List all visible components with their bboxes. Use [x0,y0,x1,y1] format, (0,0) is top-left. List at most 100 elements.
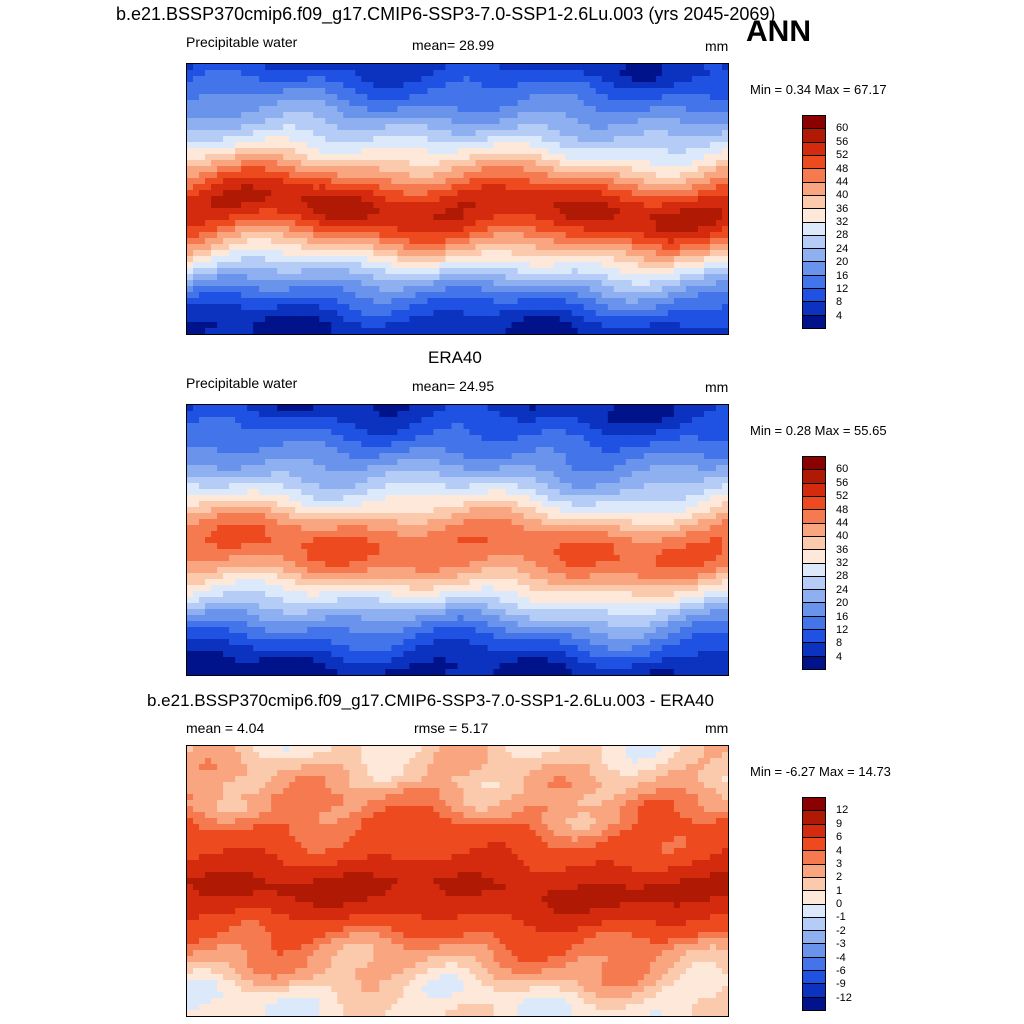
heatmap-cell [409,202,417,209]
heatmap-cell [307,148,314,155]
heatmap-cell [583,304,591,311]
heatmap-cell [355,411,362,418]
heatmap-cell [427,64,435,71]
heatmap-cell [583,256,591,263]
heatmap-cell [475,328,483,334]
heatmap-cell [277,130,284,137]
colorbar-tick-label: 20 [836,256,849,269]
heatmap-cell [673,136,681,143]
heatmap-cell [223,196,230,203]
heatmap-cell [319,166,326,173]
heatmap-cell [427,298,435,305]
heatmap-cell [319,310,326,317]
heatmap-cell [397,292,404,299]
heatmap-cell [277,196,284,203]
heatmap-cell [421,130,429,137]
heatmap-cell [355,316,362,323]
heatmap-cell [253,286,260,293]
colorbar-tick-label: 36 [836,202,849,215]
heatmap-cell [589,154,597,161]
heatmap-cell [631,262,639,269]
heatmap-cell [397,172,404,179]
heatmap-cell [259,208,266,215]
heatmap-cell [667,130,675,137]
heatmap-cell [517,124,525,131]
heatmap-cell [373,280,380,287]
heatmap-cell [583,244,591,251]
heatmap-cell [577,118,585,125]
heatmap-cell [505,298,513,305]
heatmap-cell [205,298,212,305]
heatmap-cell [319,423,326,430]
heatmap-cell [643,178,651,185]
heatmap-cell [547,322,555,329]
heatmap-cell [565,256,573,263]
heatmap-cell [607,190,615,197]
heatmap-cell [451,88,459,95]
heatmap-cell [607,286,615,293]
heatmap-cell [271,154,278,161]
heatmap-cell [361,447,368,454]
heatmap-cell [367,106,374,113]
heatmap-cell [649,447,657,454]
heatmap-cell [547,328,555,334]
heatmap-cell [619,328,627,334]
heatmap-cell [331,256,338,263]
heatmap-cell [289,196,296,203]
heatmap-cell [415,441,423,448]
heatmap-cell [505,405,513,412]
heatmap-cell [613,112,621,119]
heatmap-cell [673,459,681,466]
heatmap-cell [481,256,489,263]
heatmap-cell [643,76,651,83]
heatmap-cell [331,136,338,143]
heatmap-cell [403,64,411,71]
heatmap-cell [541,202,549,209]
heatmap-cell [595,118,603,125]
heatmap-cell [685,310,693,317]
heatmap-cell [667,148,675,155]
heatmap-cell [205,88,212,95]
heatmap-cell [397,411,404,418]
heatmap-cell [241,405,248,412]
heatmap-cell [289,160,296,167]
heatmap-cell [715,178,723,185]
heatmap-cell [385,459,392,466]
heatmap-cell [649,202,657,209]
heatmap-cell [373,178,380,185]
heatmap-cell [673,196,681,203]
heatmap-cell [373,172,380,179]
heatmap-cell [337,405,344,412]
heatmap-cell [535,160,543,167]
heatmap-cell [571,202,579,209]
heatmap-cell [439,166,447,173]
heatmap-cell [379,280,386,287]
heatmap-cell [547,286,555,293]
heatmap-cell [469,208,477,215]
heatmap-cell [643,244,651,251]
heatmap-cell [709,316,717,323]
heatmap-cell [247,310,254,317]
heatmap-cell [391,268,398,275]
heatmap-cell [703,286,711,293]
heatmap-cell [337,172,344,179]
heatmap-cell [301,328,308,334]
heatmap-cell [469,232,477,239]
heatmap-cell [397,124,404,131]
heatmap-cell [235,178,242,185]
heatmap-cell [673,453,681,460]
heatmap-cell [229,328,236,334]
heatmap-cell [541,82,549,89]
heatmap-cell [331,70,338,77]
heatmap-cell [247,435,254,442]
heatmap-cell [643,88,651,95]
heatmap-cell [361,316,368,323]
heatmap-cell [517,82,525,89]
heatmap-cell [475,136,483,143]
heatmap-cell [433,208,441,215]
heatmap-cell [721,184,728,191]
heatmap-cell [469,76,477,83]
heatmap-cell [721,256,728,263]
heatmap-cell [577,423,585,430]
heatmap-cell [703,100,711,107]
